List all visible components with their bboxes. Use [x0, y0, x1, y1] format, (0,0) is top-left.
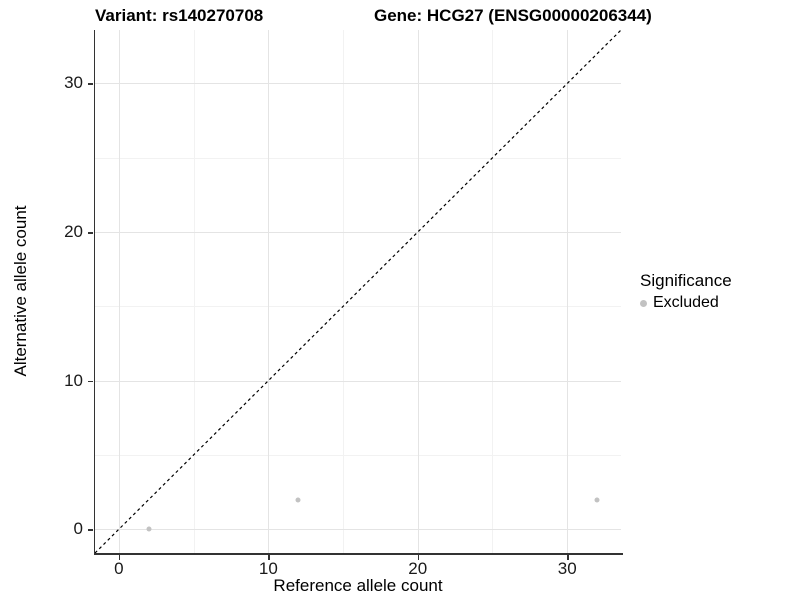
gridline-v-major: [118, 30, 120, 553]
x-axis-line: [93, 553, 623, 555]
data-point: [295, 497, 301, 502]
y-tick: [88, 232, 93, 234]
gridline-v-minor: [492, 30, 494, 553]
plot-panel: [95, 30, 621, 553]
y-tick-label: 0: [73, 519, 83, 539]
data-point: [594, 497, 600, 502]
gridline-h-major: [95, 529, 621, 531]
gridline-v-minor: [193, 30, 195, 553]
gridline-h-minor: [95, 306, 621, 308]
x-tick: [118, 555, 121, 560]
identity-line: [95, 30, 621, 553]
gridline-h-major: [95, 83, 621, 85]
y-axis-title: Alternative allele count: [11, 205, 30, 377]
gridline-h-major: [95, 232, 621, 234]
y-axis-line: [93, 30, 95, 555]
x-tick-label: 10: [258, 559, 278, 578]
gridline-v-major: [268, 30, 270, 553]
y-tick: [88, 529, 93, 531]
y-tick: [88, 380, 93, 383]
y-tick-label: 20: [64, 222, 83, 242]
x-axis-title: Reference allele count: [273, 576, 443, 595]
x-tick-label: 30: [557, 559, 577, 578]
y-tick-label: 10: [64, 370, 83, 390]
gridline-h-minor: [95, 454, 621, 456]
gridline-v-major: [417, 30, 419, 553]
legend-entry-label: Excluded: [653, 294, 719, 311]
x-tick-label: 20: [408, 559, 428, 578]
x-tick: [567, 555, 569, 560]
legend-key-dot-icon: [640, 299, 647, 307]
legend: Significance Excluded: [640, 270, 732, 312]
plot-title-gene: Gene: HCG27 (ENSG00000206344): [374, 6, 652, 25]
x-tick-label: 0: [114, 559, 124, 578]
legend-title: Significance: [640, 271, 732, 290]
data-point: [146, 526, 152, 532]
gridline-h-minor: [95, 157, 621, 159]
gridline-v-major: [567, 30, 569, 553]
gridline-h-major: [95, 380, 621, 382]
legend-entry-excluded: Excluded: [640, 294, 732, 312]
y-tick-label: 30: [64, 73, 83, 93]
y-tick: [88, 83, 93, 85]
gridline-v-minor: [343, 30, 345, 553]
plot-title-variant: Variant: rs140270708: [95, 6, 264, 25]
x-tick: [268, 555, 270, 560]
x-tick: [417, 555, 420, 560]
